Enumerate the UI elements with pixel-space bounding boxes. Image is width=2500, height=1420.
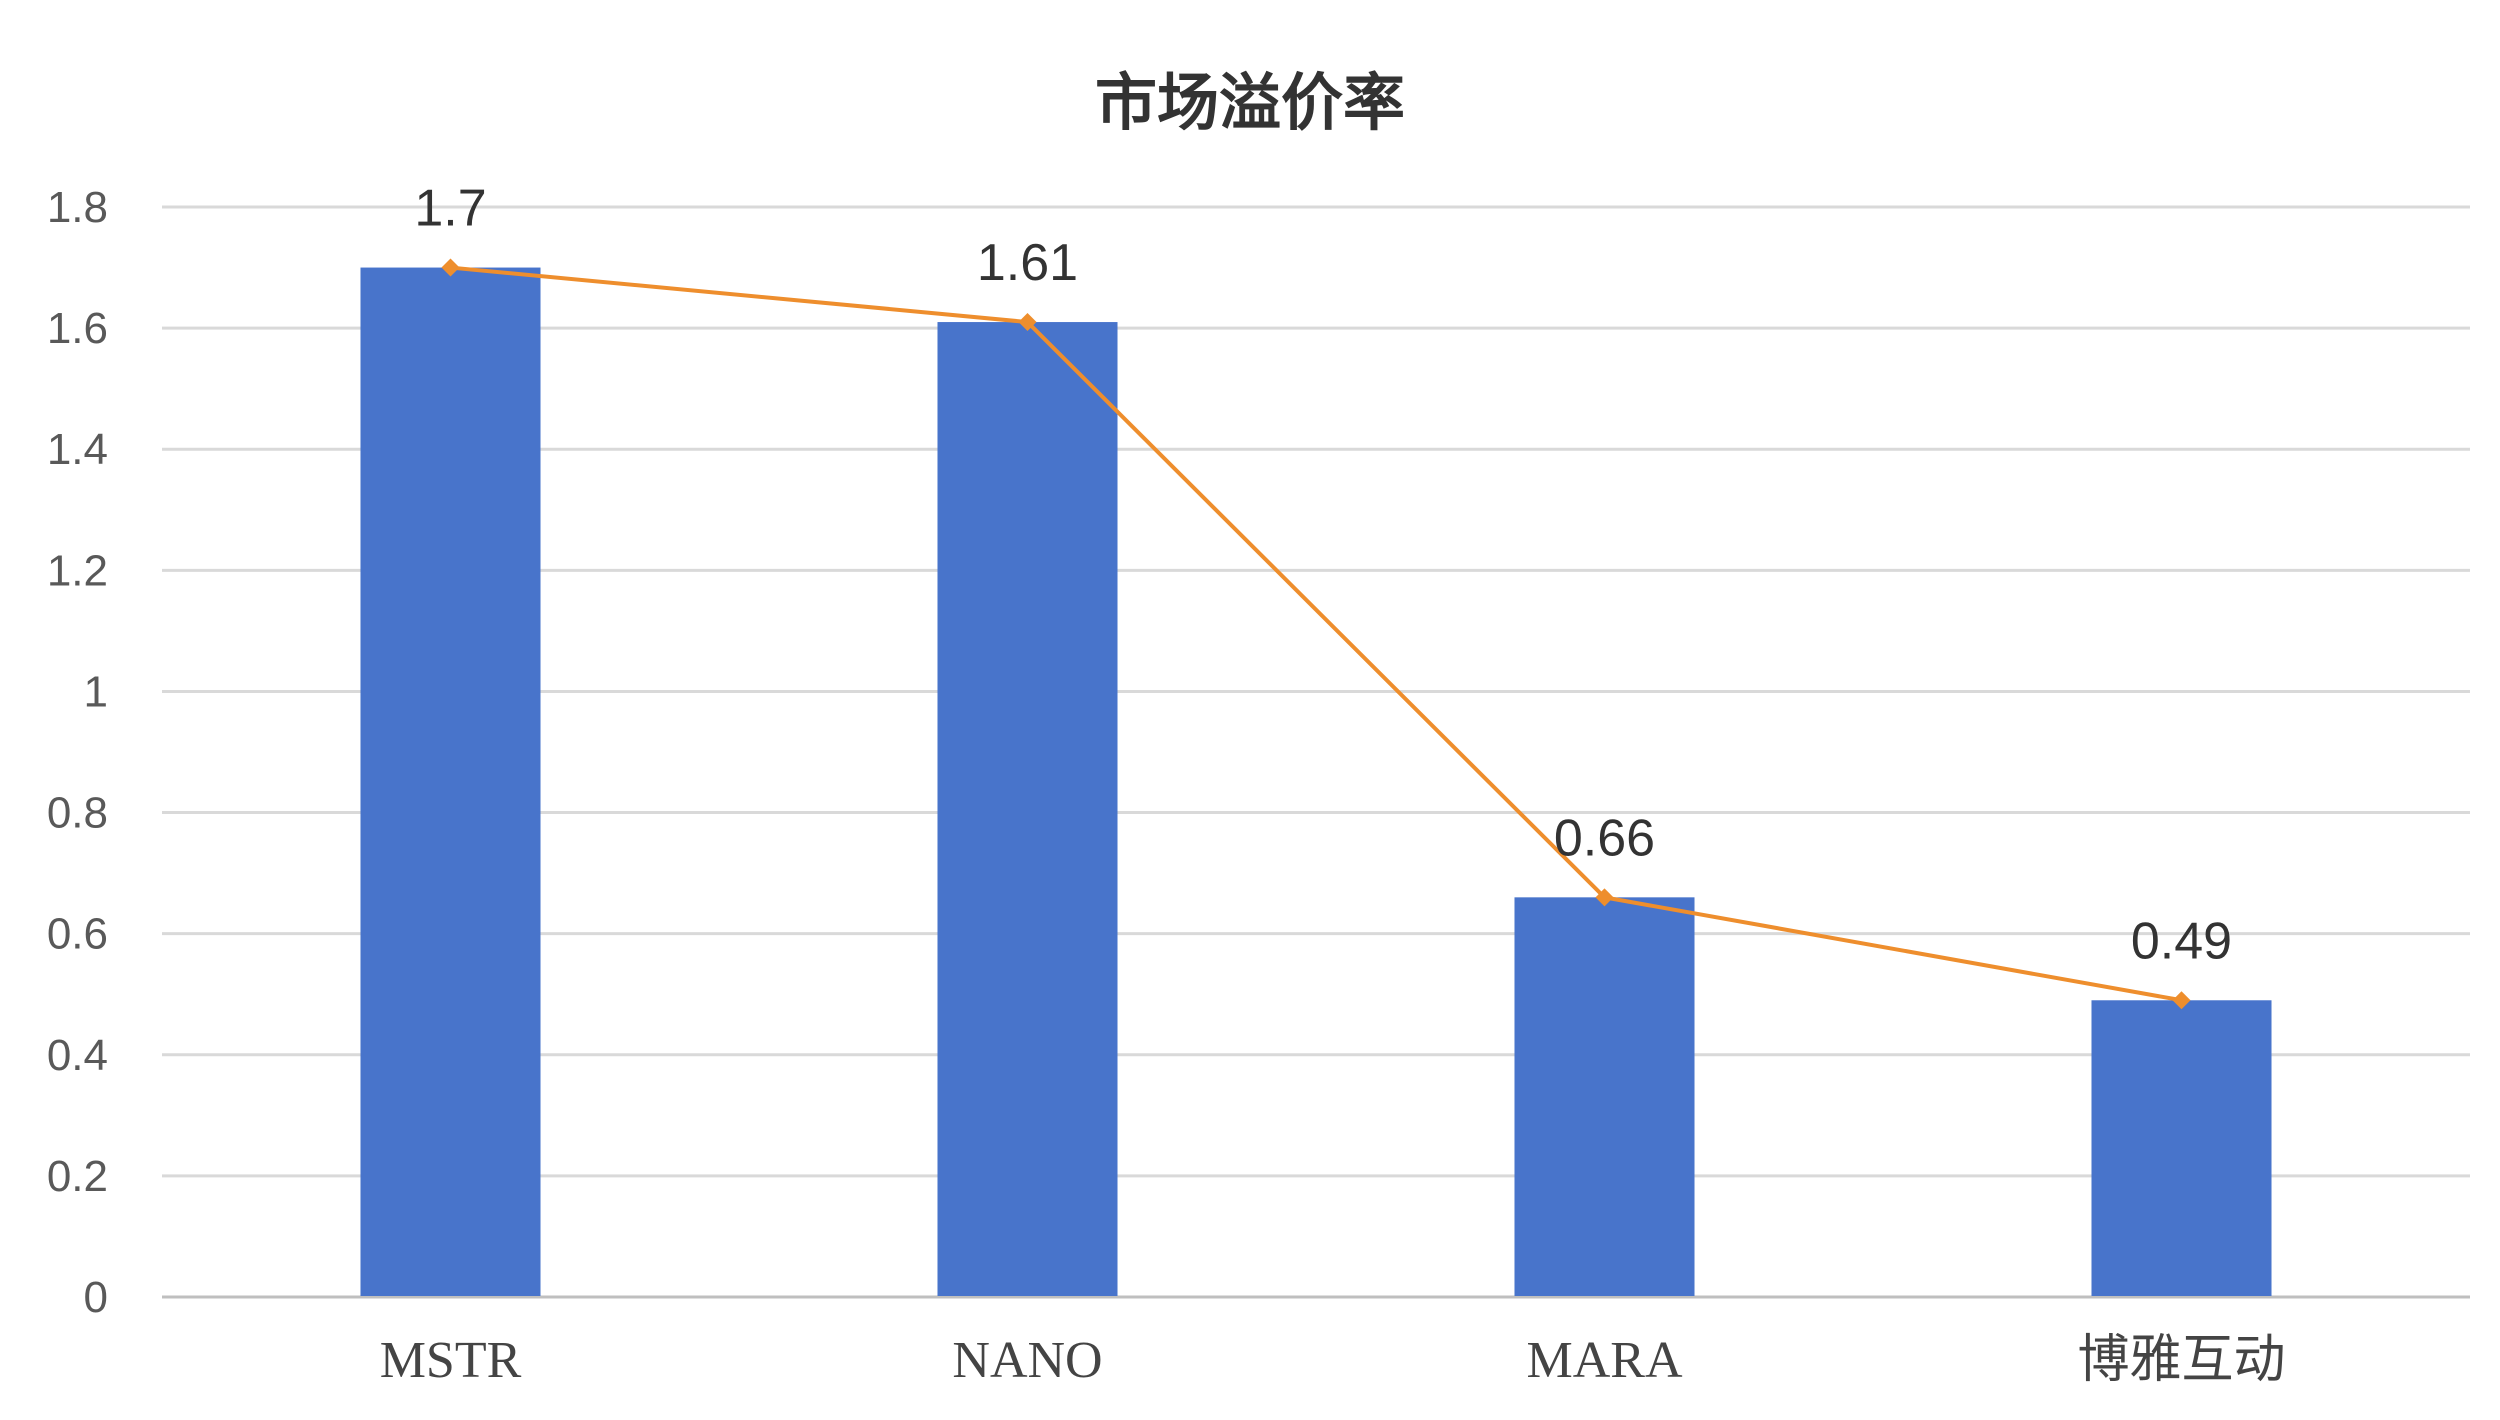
bar (360, 267, 541, 1296)
x-axis-categories: MSTR NANO MARA 博雅互动 (380, 1332, 2286, 1389)
y-tick-label: 0.2 (47, 1152, 108, 1201)
y-tick-label: 0.4 (47, 1031, 108, 1080)
data-label: 1.61 (977, 234, 1078, 292)
line-marker (2172, 991, 2191, 1010)
bar (1514, 897, 1695, 1296)
line-marker (441, 258, 460, 277)
chart-title: 市场溢价率 (1094, 66, 1405, 139)
data-label: 0.49 (2131, 912, 2232, 970)
bar (937, 322, 1118, 1296)
category-label: MARA (1526, 1332, 1682, 1389)
data-label: 1.7 (414, 180, 486, 238)
category-label: 博雅互动 (2077, 1332, 2285, 1389)
category-label: MSTR (380, 1332, 522, 1389)
y-tick-label: 0 (84, 1273, 108, 1322)
trend-line (441, 258, 2191, 1010)
line-marker (1018, 313, 1037, 332)
y-tick-label: 1 (84, 667, 108, 716)
y-tick-label: 1.2 (47, 546, 108, 595)
y-tick-label: 1.8 (47, 183, 108, 232)
y-tick-label: 1.4 (47, 425, 108, 474)
y-tick-label: 1.6 (47, 304, 108, 353)
category-label: NANO (952, 1332, 1102, 1389)
y-axis-ticks: 0 0.2 0.4 0.6 0.8 1 1.2 1.4 1.6 1.8 (47, 183, 108, 1322)
bars (360, 267, 2272, 1296)
line-marker (1595, 888, 1614, 907)
trend-line-path (450, 265, 2182, 1003)
gridlines (162, 205, 2470, 1299)
bar (2091, 1000, 2272, 1296)
data-labels: 1.7 1.61 0.66 0.49 (414, 180, 2232, 971)
y-tick-label: 0.6 (47, 910, 108, 959)
data-label: 0.66 (1554, 809, 1655, 867)
y-tick-label: 0.8 (47, 789, 108, 838)
